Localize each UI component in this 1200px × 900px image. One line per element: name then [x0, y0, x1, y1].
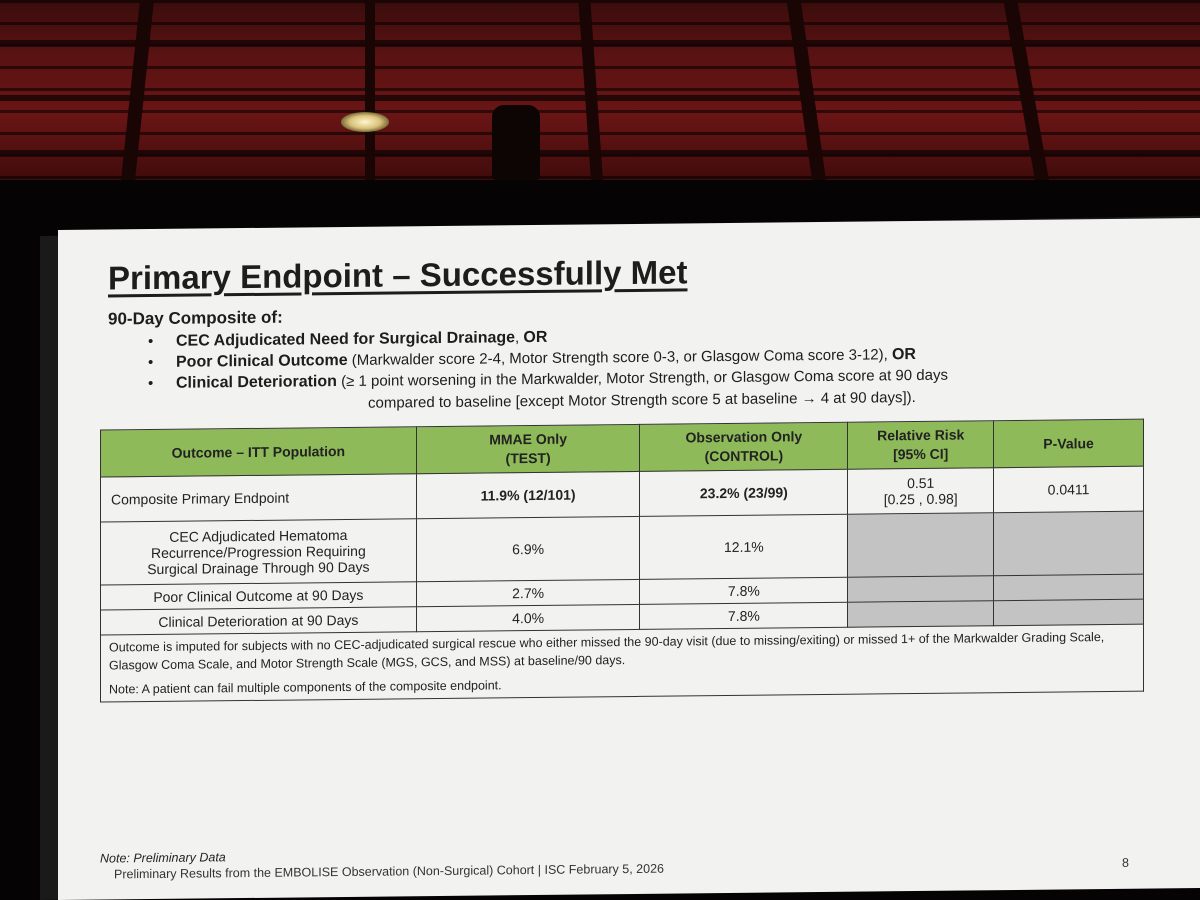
cell-empty-gray [993, 511, 1144, 576]
bullet-or: OR [891, 346, 916, 364]
cell-empty-gray [847, 600, 994, 628]
cell-empty-gray [847, 575, 994, 603]
table-notes: Outcome is imputed for subjects with no … [100, 624, 1144, 703]
cell-mmae: 4.0% [416, 604, 640, 632]
header-mmae-line1: MMAE Only [489, 430, 567, 448]
header-observation: Observation Only (CONTROL) [639, 422, 848, 472]
bullet-bold-text: Poor Clinical Outcome [176, 351, 348, 371]
cell-observation: 23.2% (23/99) [639, 469, 848, 517]
page-number: 8 [1122, 855, 1129, 870]
bullet-bold-text: Clinical Deterioration [176, 373, 337, 392]
ceiling-lamp [341, 112, 389, 132]
stage-light-fixture [492, 105, 540, 180]
header-outcome: Outcome – ITT Population [100, 426, 417, 478]
slide-title: Primary Endpoint – Successfully Met [108, 253, 688, 297]
table-row-hematoma: CEC Adjudicated Hematoma Recurrence/Prog… [100, 511, 1144, 586]
footer-source: Preliminary Results from the EMBOLISE Ob… [114, 861, 664, 882]
bullet-bold-text: CEC Adjudicated Need for Surgical Draina… [176, 329, 516, 350]
row-label: CEC Adjudicated Hematoma Recurrence/Prog… [100, 518, 417, 586]
row-label-line1: CEC Adjudicated Hematoma [169, 526, 348, 545]
bullet-dot: • [148, 375, 154, 393]
header-mmae-line2: (TEST) [505, 449, 551, 467]
header-mmae: MMAE Only (TEST) [416, 424, 640, 474]
cell-observation: 7.8% [639, 602, 848, 630]
row-label: Composite Primary Endpoint [100, 473, 417, 523]
header-relative-risk: Relative Risk [95% CI] [847, 420, 994, 470]
cell-observation: 12.1% [639, 514, 848, 580]
cell-relative-risk: 0.51 [0.25 , 0.98] [847, 467, 994, 515]
bullet-text: (≥ 1 point worsening in the Markwalder, … [336, 366, 948, 391]
red-ceiling [0, 0, 1200, 190]
bullet-or: OR [523, 328, 548, 347]
ceiling-crossbar [0, 95, 1200, 101]
note-multiple-components: Note: A patient can fail multiple compon… [109, 678, 502, 697]
cell-mmae: 6.9% [416, 516, 640, 582]
row-label-line3: Surgical Drainage Through 90 Days [147, 558, 370, 578]
header-obs-line2: (CONTROL) [704, 447, 784, 465]
cell-empty-gray [847, 512, 994, 578]
rr-value: 0.51 [907, 474, 935, 492]
row-label: Poor Clinical Outcome at 90 Days [100, 581, 417, 611]
table-row-notes: Outcome is imputed for subjects with no … [100, 624, 1144, 703]
outcomes-table: Outcome – ITT Population MMAE Only (TEST… [100, 419, 1144, 703]
projected-slide: Primary Endpoint – Successfully Met 90-D… [58, 218, 1200, 900]
ceiling-crossbar [0, 40, 1200, 46]
header-rr-line2: [95% CI] [893, 445, 949, 463]
composite-bullet-list: • CEC Adjudicated Need for Surgical Drai… [146, 320, 1166, 394]
header-obs-line1: Observation Only [685, 428, 803, 446]
cell-mmae: 2.7% [416, 579, 640, 607]
cell-mmae: 11.9% (12/101) [416, 471, 640, 519]
footer-preliminary-note: Note: Preliminary Data [100, 850, 226, 866]
header-pvalue: P-Value [993, 419, 1144, 468]
rr-ci: [0.25 , 0.98] [883, 490, 958, 508]
cell-observation: 7.8% [639, 577, 848, 605]
row-label: Clinical Deterioration at 90 Days [100, 606, 417, 636]
composite-heading: 90-Day Composite of: [108, 307, 283, 329]
cell-empty-gray [993, 574, 1144, 601]
cell-empty-gray [993, 599, 1144, 626]
header-rr-line1: Relative Risk [877, 426, 965, 444]
bullet-continuation: compared to baseline [except Motor Stren… [368, 389, 916, 412]
bullet-dot: • [148, 333, 154, 351]
ceiling-beam [365, 0, 375, 190]
bullet-dot: • [148, 354, 154, 372]
cell-pvalue: 0.0411 [993, 466, 1144, 513]
